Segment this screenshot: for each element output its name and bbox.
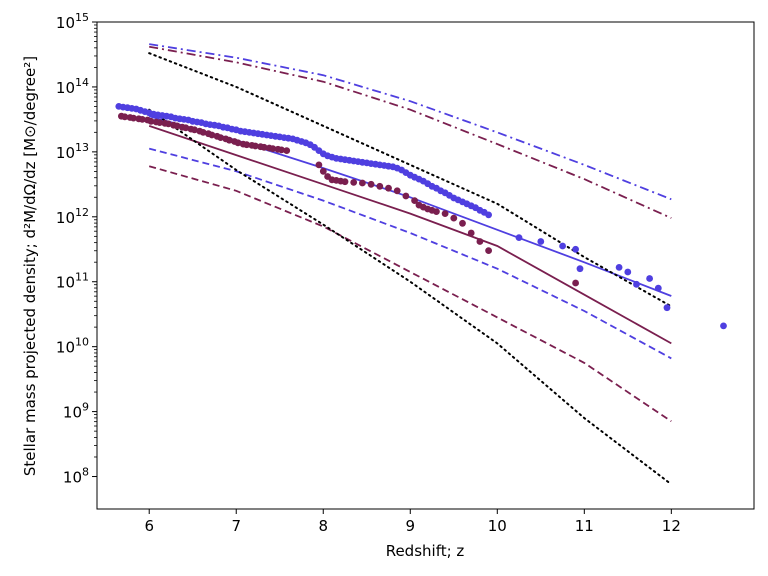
blue-points-point bbox=[720, 322, 727, 330]
blue-points-point bbox=[663, 304, 671, 312]
blue-points-point bbox=[559, 242, 566, 250]
maroon-points-point bbox=[367, 180, 375, 188]
maroon-points-point bbox=[459, 219, 466, 227]
maroon-points-point bbox=[350, 179, 358, 186]
maroon-points-point bbox=[393, 187, 401, 195]
maroon-points-point bbox=[217, 134, 225, 142]
blue-points-point bbox=[646, 275, 653, 282]
blue-points-point bbox=[615, 264, 623, 271]
blue-points-point bbox=[485, 211, 492, 219]
x-tick-label: 9 bbox=[405, 517, 415, 535]
maroon-points-point bbox=[467, 229, 475, 237]
maroon-points-point bbox=[130, 114, 137, 122]
maroon-points-point bbox=[359, 179, 366, 187]
maroon-points-point bbox=[269, 145, 277, 153]
maroon-points-point bbox=[433, 208, 440, 216]
maroon-points-point bbox=[572, 279, 579, 287]
maroon-points-point bbox=[341, 178, 349, 186]
maroon-points-point bbox=[315, 161, 323, 169]
maroon-points-point bbox=[173, 122, 181, 130]
maroon-points-point bbox=[278, 146, 285, 154]
maroon-points-point bbox=[402, 192, 410, 200]
maroon-points-point bbox=[411, 197, 418, 205]
maroon-points-point bbox=[199, 129, 207, 136]
y-tick-label: 108 bbox=[63, 466, 89, 487]
maroon-points-point bbox=[234, 139, 242, 147]
maroon-points-point bbox=[208, 131, 216, 139]
blue-points-point bbox=[624, 268, 632, 276]
blue-points-point bbox=[572, 245, 579, 253]
maroon-points-point bbox=[485, 247, 492, 255]
x-tick-label: 11 bbox=[575, 517, 594, 535]
x-tick-label: 7 bbox=[231, 517, 241, 535]
series-line-black-dotted-lower bbox=[148, 108, 673, 486]
x-tick-label: 10 bbox=[488, 517, 507, 535]
axes-frame bbox=[96, 21, 755, 510]
blue-points-point bbox=[654, 284, 662, 292]
y-tick-label: 1010 bbox=[56, 336, 89, 357]
maroon-points-point bbox=[441, 210, 449, 218]
blue-points-point bbox=[576, 265, 584, 273]
maroon-points-point bbox=[243, 141, 251, 149]
series-line-blue-dashdot bbox=[149, 43, 672, 201]
x-tick-label: 8 bbox=[318, 517, 328, 535]
blue-points-point bbox=[537, 238, 545, 245]
y-tick-label: 109 bbox=[63, 401, 89, 422]
maroon-points-point bbox=[191, 126, 198, 134]
y-tick-label: 1012 bbox=[56, 206, 89, 227]
maroon-points-point bbox=[121, 113, 129, 121]
maroon-points-point bbox=[165, 120, 172, 128]
y-tick-label: 1015 bbox=[56, 11, 89, 32]
y-axis-label: Stellar mass projected density; d²M/dΩ/d… bbox=[21, 56, 39, 476]
scatter-layer bbox=[115, 103, 727, 330]
series-line-blue-dashed bbox=[148, 147, 672, 360]
x-axis-label: Redshift; z bbox=[386, 542, 465, 560]
maroon-points-point bbox=[156, 119, 164, 126]
maroon-points-point bbox=[147, 117, 155, 125]
x-tick-label: 6 bbox=[144, 517, 154, 535]
maroon-points-point bbox=[476, 238, 484, 245]
y-tick-label: 1014 bbox=[56, 76, 89, 97]
maroon-points-point bbox=[182, 124, 190, 132]
maroon-points-point bbox=[450, 214, 458, 222]
series-line-black-dotted-upper bbox=[148, 52, 673, 308]
maroon-points-point bbox=[225, 136, 233, 144]
series-line-maroon-solid bbox=[148, 125, 672, 345]
maroon-points-point bbox=[376, 182, 384, 190]
series-line-maroon-dashdot bbox=[149, 45, 672, 219]
maroon-points-point bbox=[252, 142, 259, 150]
x-tick-label: 12 bbox=[662, 517, 681, 535]
y-tick-label: 1013 bbox=[56, 141, 89, 162]
maroon-points-point bbox=[260, 143, 268, 151]
blue-points-point bbox=[633, 280, 640, 288]
maroon-points-point bbox=[319, 167, 327, 175]
series-line-maroon-dashed bbox=[148, 165, 672, 423]
blue-points-point bbox=[515, 234, 523, 242]
y-tick-label: 1011 bbox=[56, 271, 89, 292]
maroon-points-point bbox=[283, 147, 291, 155]
maroon-points-point bbox=[138, 116, 146, 123]
maroon-points-point bbox=[385, 184, 392, 192]
